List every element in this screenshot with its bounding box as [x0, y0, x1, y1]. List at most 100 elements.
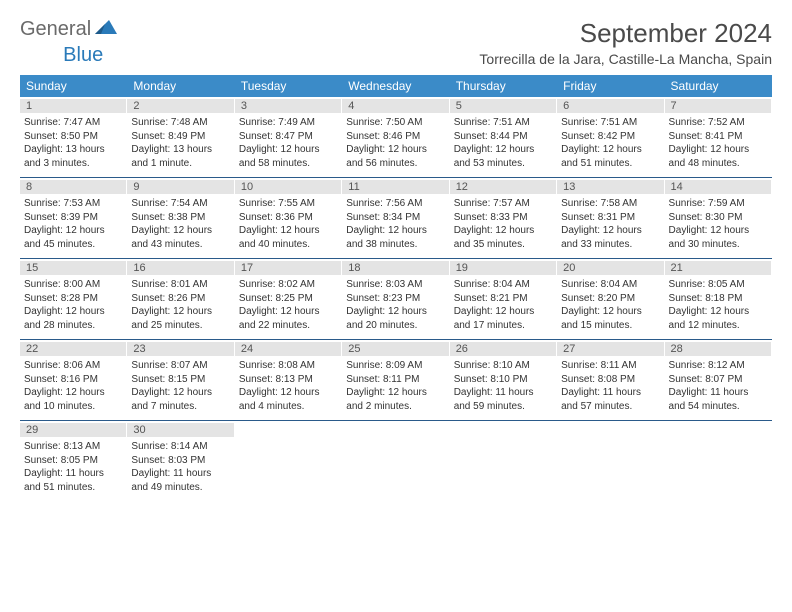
day-cell: 29Sunrise: 8:13 AMSunset: 8:05 PMDayligh…: [20, 421, 127, 501]
logo-text-blue: Blue: [63, 44, 103, 67]
day-number: 21: [665, 261, 771, 275]
day-details: Sunrise: 7:54 AMSunset: 8:38 PMDaylight:…: [131, 197, 229, 251]
day-details: Sunrise: 7:52 AMSunset: 8:41 PMDaylight:…: [669, 116, 767, 170]
day-details: Sunrise: 8:04 AMSunset: 8:21 PMDaylight:…: [454, 278, 552, 332]
day-cell: 23 Sunrise: 8:07 AMSunset: 8:15 PMDayligh…: [127, 340, 234, 420]
day-cell: 18Sunrise: 8:03 AMSunset: 8:23 PMDayligh…: [342, 259, 449, 339]
day-number: 25: [342, 342, 448, 356]
calendar: SundayMondayTuesdayWednesdayThursdayFrid…: [20, 75, 772, 501]
day-number: 15: [20, 261, 126, 275]
day-number: 16: [127, 261, 233, 275]
day-details: Sunrise: 7:50 AMSunset: 8:46 PMDaylight:…: [346, 116, 444, 170]
day-details: Sunrise: 8:06 AMSunset: 8:16 PMDaylight:…: [24, 359, 122, 413]
day-number: 4: [342, 99, 448, 113]
day-cell: 24 Sunrise: 8:08 AMSunset: 8:13 PMDayligh…: [235, 340, 342, 420]
day-number: 3: [235, 99, 341, 113]
day-cell: 14Sunrise: 7:59 AMSunset: 8:30 PMDayligh…: [665, 178, 772, 258]
day-details: Sunrise: 7:47 AMSunset: 8:50 PMDaylight:…: [24, 116, 122, 170]
day-number: 26: [450, 342, 556, 356]
day-number: 23: [127, 342, 233, 356]
day-number: 12: [450, 180, 556, 194]
day-details: Sunrise: 7:56 AMSunset: 8:34 PMDaylight:…: [346, 197, 444, 251]
day-header: Friday: [557, 75, 664, 97]
day-cell: 16 Sunrise: 8:01 AMSunset: 8:26 PMDayligh…: [127, 259, 234, 339]
day-number: 28: [665, 342, 771, 356]
day-number: 29: [20, 423, 126, 437]
day-cell: 15 Sunrise: 8:00 AMSunset: 8:28 PMDayligh…: [20, 259, 127, 339]
day-number: 18: [342, 261, 448, 275]
day-cell: 5Sunrise: 7:51 AMSunset: 8:44 PMDaylight…: [450, 97, 557, 177]
location-text: Torrecilla de la Jara, Castille-La Manch…: [479, 51, 772, 67]
day-details: Sunrise: 8:08 AMSunset: 8:13 PMDaylight:…: [239, 359, 337, 413]
day-header: Wednesday: [342, 75, 449, 97]
day-cell: 2 Sunrise: 7:48 AMSunset: 8:49 PMDaylight…: [127, 97, 234, 177]
day-cell: 8Sunrise: 7:53 AMSunset: 8:39 PMDaylight…: [20, 178, 127, 258]
day-number: 30: [127, 423, 233, 437]
day-details: Sunrise: 8:00 AMSunset: 8:28 PMDaylight:…: [24, 278, 122, 332]
day-cell: 6 Sunrise: 7:51 AMSunset: 8:42 PMDaylight…: [557, 97, 664, 177]
week-row: 29Sunrise: 8:13 AMSunset: 8:05 PMDayligh…: [20, 421, 772, 501]
day-number: 9: [127, 180, 233, 194]
day-number: 24: [235, 342, 341, 356]
day-number: 27: [557, 342, 663, 356]
weeks-container: 1 Sunrise: 7:47 AMSunset: 8:50 PMDaylight…: [20, 97, 772, 501]
day-details: Sunrise: 7:48 AMSunset: 8:49 PMDaylight:…: [131, 116, 229, 170]
day-cell: 9 Sunrise: 7:54 AMSunset: 8:38 PMDaylight…: [127, 178, 234, 258]
day-headers-row: SundayMondayTuesdayWednesdayThursdayFrid…: [20, 75, 772, 97]
day-cell: 27 Sunrise: 8:11 AMSunset: 8:08 PMDayligh…: [557, 340, 664, 420]
day-cell: 26 Sunrise: 8:10 AMSunset: 8:10 PMDayligh…: [450, 340, 557, 420]
logo-text-general: General: [20, 18, 91, 41]
day-details: Sunrise: 8:07 AMSunset: 8:15 PMDaylight:…: [131, 359, 229, 413]
day-header: Sunday: [20, 75, 127, 97]
day-cell: 4 Sunrise: 7:50 AMSunset: 8:46 PMDaylight…: [342, 97, 449, 177]
day-cell: [665, 421, 772, 501]
day-number: 11: [342, 180, 448, 194]
day-header: Saturday: [665, 75, 772, 97]
day-cell: 1 Sunrise: 7:47 AMSunset: 8:50 PMDaylight…: [20, 97, 127, 177]
day-number: 20: [557, 261, 663, 275]
day-details: Sunrise: 8:04 AMSunset: 8:20 PMDaylight:…: [561, 278, 659, 332]
day-cell: 10 Sunrise: 7:55 AMSunset: 8:36 PMDayligh…: [235, 178, 342, 258]
day-details: Sunrise: 8:10 AMSunset: 8:10 PMDaylight:…: [454, 359, 552, 413]
day-cell: 17 Sunrise: 8:02 AMSunset: 8:25 PMDayligh…: [235, 259, 342, 339]
day-cell: 3 Sunrise: 7:49 AMSunset: 8:47 PMDaylight…: [235, 97, 342, 177]
day-cell: 22 Sunrise: 8:06 AMSunset: 8:16 PMDayligh…: [20, 340, 127, 420]
day-cell: 13Sunrise: 7:58 AMSunset: 8:31 PMDayligh…: [557, 178, 664, 258]
day-details: Sunrise: 7:51 AMSunset: 8:42 PMDaylight:…: [561, 116, 659, 170]
day-cell: [235, 421, 342, 501]
day-header: Tuesday: [235, 75, 342, 97]
logo: General Blue: [20, 18, 119, 41]
day-number: 19: [450, 261, 556, 275]
day-details: Sunrise: 8:11 AMSunset: 8:08 PMDaylight:…: [561, 359, 659, 413]
day-number: 7: [665, 99, 771, 113]
day-details: Sunrise: 7:53 AMSunset: 8:39 PMDaylight:…: [24, 197, 122, 251]
day-number: 6: [557, 99, 663, 113]
day-number: 22: [20, 342, 126, 356]
day-cell: [342, 421, 449, 501]
week-row: 15 Sunrise: 8:00 AMSunset: 8:28 PMDayligh…: [20, 259, 772, 340]
day-header: Thursday: [450, 75, 557, 97]
day-cell: 20 Sunrise: 8:04 AMSunset: 8:20 PMDayligh…: [557, 259, 664, 339]
day-details: Sunrise: 7:55 AMSunset: 8:36 PMDaylight:…: [239, 197, 337, 251]
day-details: Sunrise: 8:01 AMSunset: 8:26 PMDaylight:…: [131, 278, 229, 332]
day-number: 2: [127, 99, 233, 113]
day-cell: 30Sunrise: 8:14 AMSunset: 8:03 PMDayligh…: [127, 421, 234, 501]
day-number: 13: [557, 180, 663, 194]
day-cell: 7 Sunrise: 7:52 AMSunset: 8:41 PMDaylight…: [665, 97, 772, 177]
day-number: 10: [235, 180, 341, 194]
day-number: 1: [20, 99, 126, 113]
day-cell: 12Sunrise: 7:57 AMSunset: 8:33 PMDayligh…: [450, 178, 557, 258]
day-details: Sunrise: 8:02 AMSunset: 8:25 PMDaylight:…: [239, 278, 337, 332]
day-cell: 21Sunrise: 8:05 AMSunset: 8:18 PMDayligh…: [665, 259, 772, 339]
day-cell: 25Sunrise: 8:09 AMSunset: 8:11 PMDayligh…: [342, 340, 449, 420]
day-cell: 28Sunrise: 8:12 AMSunset: 8:07 PMDayligh…: [665, 340, 772, 420]
week-row: 22 Sunrise: 8:06 AMSunset: 8:16 PMDayligh…: [20, 340, 772, 421]
day-details: Sunrise: 7:51 AMSunset: 8:44 PMDaylight:…: [454, 116, 552, 170]
day-number: 17: [235, 261, 341, 275]
day-details: Sunrise: 7:49 AMSunset: 8:47 PMDaylight:…: [239, 116, 337, 170]
day-cell: [450, 421, 557, 501]
day-cell: [557, 421, 664, 501]
day-cell: 19 Sunrise: 8:04 AMSunset: 8:21 PMDayligh…: [450, 259, 557, 339]
header: General Blue September 2024 Torrecilla d…: [20, 18, 772, 67]
month-title: September 2024: [479, 18, 772, 49]
